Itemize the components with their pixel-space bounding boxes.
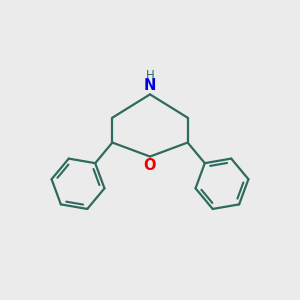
Text: H: H (146, 69, 154, 82)
Text: N: N (144, 78, 156, 93)
Text: O: O (144, 158, 156, 172)
